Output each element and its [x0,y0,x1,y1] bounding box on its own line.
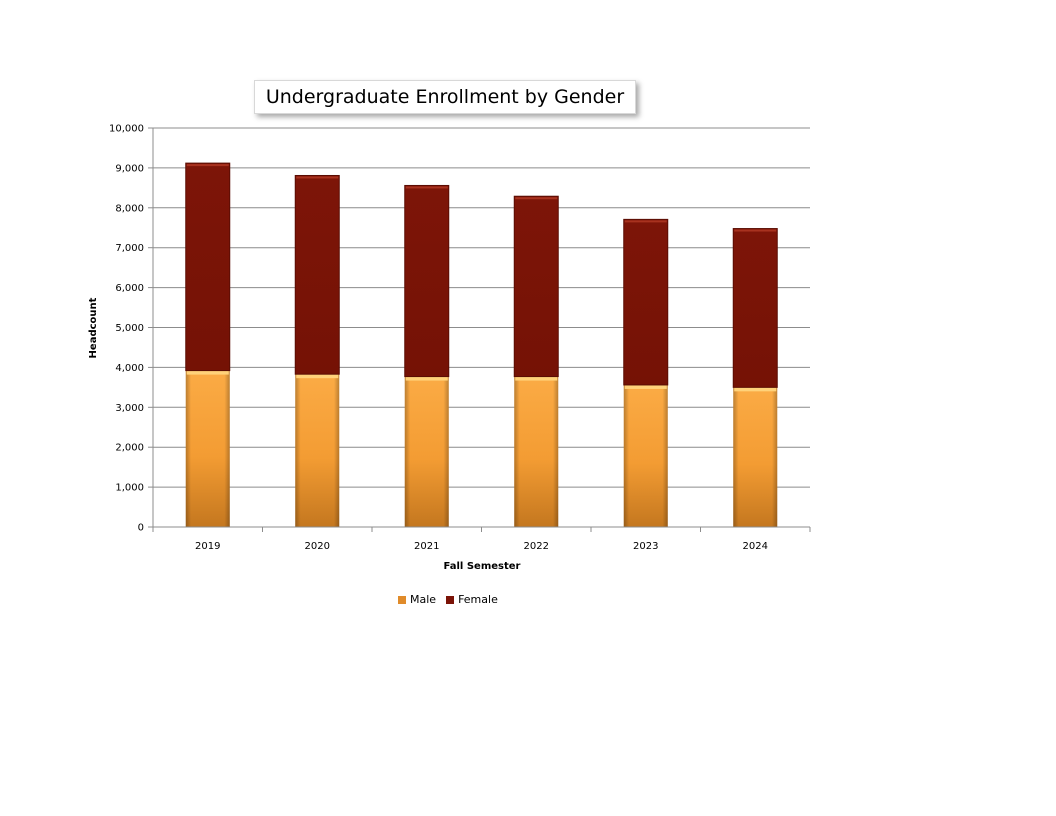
x-tick-label: 2020 [305,541,330,552]
bar-female-2023 [623,218,669,386]
bar-male-bevel-2019 [186,370,229,375]
y-axis-label: Headcount [88,297,99,358]
x-tick-label: 2019 [195,541,220,552]
bar-female-bevel-2019 [186,164,229,167]
y-tick-label: 2,000 [115,443,144,454]
bar-female-bevel-2020 [296,176,339,179]
y-tick-label: 3,000 [115,403,144,414]
bar-male-bevel-2021 [405,376,448,381]
legend-item-male: Male [398,593,436,606]
bar-male-shade-2019 [185,370,230,527]
bar-female-2019 [185,162,231,372]
bar-female-bevel-2022 [515,197,558,200]
x-tick-label: 2024 [743,541,768,552]
x-axis-label: Fall Semester [444,561,521,572]
y-tick-label: 9,000 [115,163,144,174]
bar-male-shade-2024 [733,387,778,527]
bar-male-shade-2023 [623,384,668,527]
y-tick-label: 6,000 [115,283,144,294]
y-tick-label: 4,000 [115,363,144,374]
x-tick-label: 2023 [633,541,658,552]
y-tick-label: 0 [138,523,144,534]
chart-title: Undergraduate Enrollment by Gender [254,80,636,114]
y-tick-label: 1,000 [115,483,144,494]
bar-female-2020 [294,174,340,375]
legend-label-male: Male [410,593,437,606]
y-tick-label: 8,000 [115,203,144,214]
legend-item-female: Female [446,593,498,606]
bar-male-shade-2022 [514,376,559,527]
x-tick-label: 2022 [524,541,549,552]
bar-female-2022 [513,195,559,378]
bar-female-bevel-2024 [734,229,777,232]
legend: Male Female [398,593,508,606]
bar-male-bevel-2023 [624,384,667,389]
y-tick-label: 7,000 [115,243,144,254]
bar-male-shade-2021 [404,376,449,527]
bar-male-bevel-2022 [515,376,558,381]
bar-male-bevel-2020 [296,374,339,379]
x-tick-label: 2021 [414,541,439,552]
legend-swatch-female [446,595,455,604]
legend-label-female: Female [458,593,498,606]
y-tick-label: 10,000 [109,124,144,135]
bar-female-bevel-2023 [624,220,667,223]
y-tick-label: 5,000 [115,323,144,334]
bar-female-2024 [732,228,778,388]
legend-swatch-male [398,595,406,604]
bar-female-bevel-2021 [405,186,448,189]
bar-female-2021 [404,184,450,378]
bar-male-shade-2020 [295,374,340,527]
bar-male-bevel-2024 [734,387,777,392]
